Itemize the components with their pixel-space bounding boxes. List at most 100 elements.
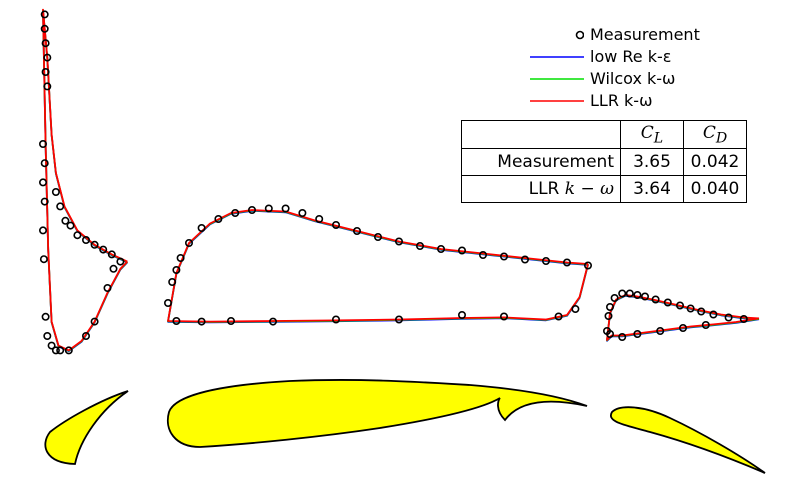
main-element-measurement-point: [457, 246, 466, 255]
flap-measurement-point: [625, 289, 634, 298]
flap-measurement-point: [686, 304, 695, 313]
main-element-measurement-point: [185, 239, 194, 248]
flap-measurement-point: [663, 298, 672, 307]
main-element-measurement-point: [457, 310, 466, 319]
slat-measurement-point: [90, 317, 99, 326]
slat-measurement-point: [56, 202, 65, 211]
main-element-measurement-point: [520, 255, 529, 264]
main-element-measurement-point: [394, 315, 403, 324]
table-cell-cl: 3.64: [620, 175, 684, 204]
slat-measurement-point: [47, 341, 56, 350]
row-label-math: k − ω: [564, 179, 614, 200]
slat-measurement-point: [41, 312, 50, 321]
legend-entry-measurement: Measurement: [520, 24, 740, 46]
main-element-measurement-point: [281, 204, 290, 213]
slat-measurement-point: [40, 197, 49, 206]
main-element-measurement-point: [315, 215, 324, 224]
main-element-measurement-point: [227, 316, 236, 325]
main-element-measurement-point: [436, 245, 445, 254]
slat-measurement-point: [43, 82, 52, 91]
slat-measurement-point: [51, 188, 60, 197]
flap-measurement-point: [709, 310, 718, 319]
main-element-measurement-point: [298, 209, 307, 218]
slat-measurement-point: [43, 53, 52, 62]
legend-entry-low-re-k-epsilon: low Re k-ε: [520, 46, 740, 68]
slat-measurement-point: [43, 331, 52, 340]
main-element-measurement-point: [373, 233, 382, 242]
slat-wilcox-k-omega-line: [42, 9, 128, 352]
main-element-measurement-point: [478, 251, 487, 260]
slat-measurement-point: [82, 236, 91, 245]
slat-measurement-point: [51, 346, 60, 355]
coefficient-table: CL C D Measurement 3.65 0.042 LLR k − ω 3…: [461, 119, 747, 204]
legend-label: LLR k-ω: [590, 91, 653, 110]
flap-airfoil-shape: [610, 406, 766, 474]
slat-measurement-point: [99, 245, 108, 254]
slat-measurement-point: [73, 231, 82, 240]
slat-measurement-point: [109, 264, 118, 273]
flap-measurement-point: [675, 301, 684, 310]
slat-measurement-point: [41, 68, 50, 77]
table-row-measurement: Measurement 3.65 0.042: [461, 148, 747, 177]
main-element-measurement-point: [197, 224, 206, 233]
legend-label: Measurement: [590, 25, 700, 44]
legend: Measurement low Re k-ε Wilcox k-ω LLR k-…: [520, 24, 740, 112]
slat-llr-k-omega-line: [42, 8, 128, 352]
legend-circle-marker-icon: [575, 30, 584, 40]
main-element-wilcox-k-omega-line: [167, 209, 589, 323]
main-element-measurement-point: [164, 298, 173, 307]
legend-label: Wilcox k-ω: [590, 69, 676, 88]
table-cell-cd: 0.042: [683, 148, 747, 177]
table-row-label: Measurement: [461, 148, 621, 177]
flap-measurement-point: [604, 311, 613, 320]
slat-measurement-point: [56, 346, 65, 355]
main-element-llr-k-omega-line: [167, 209, 589, 323]
table-row-label: LLR k − ω: [461, 175, 621, 204]
slat-airfoil-shape: [44, 390, 129, 465]
cl-subscript: L: [653, 130, 664, 147]
main-element-measurement-point: [571, 304, 580, 313]
table-header-row: CL C D: [461, 119, 747, 150]
main-element-airfoil-shape: [166, 379, 588, 448]
main-element-measurement-point: [331, 315, 340, 324]
table-row-llr: LLR k − ω 3.64 0.040: [461, 175, 747, 204]
main-element-measurement-point: [168, 277, 177, 286]
table-corner-cell: [461, 119, 621, 150]
slat-measurement-point: [40, 10, 49, 19]
flap-measurement-point: [618, 332, 627, 341]
main-element-measurement-point: [172, 265, 181, 274]
flap-measurement-point: [656, 326, 665, 335]
main-element-measurement-point: [264, 204, 273, 213]
main-element-measurement-point: [248, 206, 257, 215]
slat-measurement-point: [82, 331, 91, 340]
slat-measurement-point: [66, 221, 75, 230]
cl-symbol: C: [640, 123, 654, 143]
main-element-measurement-point: [214, 215, 223, 224]
main-element-measurement-point: [415, 242, 424, 251]
slat-measurement-point: [103, 283, 112, 292]
legend-label: low Re k-ε: [590, 47, 672, 66]
table-header-cl: CL: [620, 119, 684, 150]
slat-measurement-point: [90, 240, 99, 249]
flap-measurement-point: [701, 320, 710, 329]
main-element-measurement-point: [268, 317, 277, 326]
main-element-measurement-point: [172, 316, 181, 325]
flap-measurement-point: [724, 313, 733, 322]
slat-measurement-point: [39, 255, 48, 264]
flap-measurement-point: [697, 307, 706, 316]
main-element-measurement-point: [541, 256, 550, 265]
cd-subscript: D: [715, 130, 728, 147]
legend-line-swatch-icon: [530, 78, 584, 80]
flap-measurement-point: [651, 295, 660, 304]
flap-measurement-point: [633, 290, 642, 299]
slat-measurement-point: [61, 216, 70, 225]
table-cell-cd: 0.040: [683, 175, 747, 204]
slat-measurement-point: [40, 24, 49, 33]
main-element-measurement-point: [499, 312, 508, 321]
flap-measurement-point: [633, 329, 642, 338]
slat-measurement-point: [38, 140, 47, 149]
main-element-measurement-point: [583, 261, 592, 270]
slat-measurement-point: [40, 159, 49, 168]
flap-measurement-point: [678, 323, 687, 332]
